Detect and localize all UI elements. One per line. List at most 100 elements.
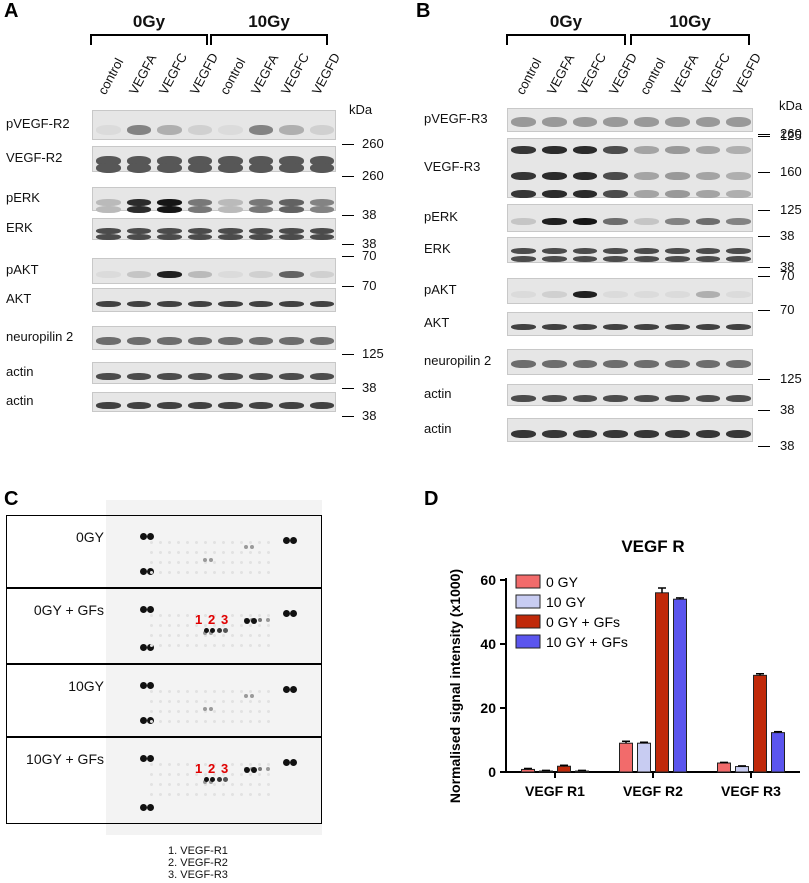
array-spot	[222, 571, 225, 574]
protein-band	[541, 360, 567, 368]
array-spot	[240, 551, 243, 554]
protein-band	[664, 146, 690, 154]
array-spot	[249, 541, 252, 544]
marker-tick	[342, 416, 354, 417]
marker-tick	[758, 310, 770, 311]
protein-band	[664, 218, 690, 225]
y-tick-label: 0	[488, 764, 496, 780]
protein-band	[187, 156, 212, 166]
marker-tick	[342, 256, 354, 257]
marker-tick	[342, 176, 354, 177]
array-spot	[186, 624, 189, 627]
array-spot	[213, 561, 216, 564]
array-spot	[195, 551, 198, 554]
marker-tick	[342, 388, 354, 389]
array-spot-signal	[244, 767, 250, 773]
protein-band	[511, 256, 536, 262]
array-spot	[240, 634, 243, 637]
protein-band	[157, 156, 182, 166]
array-spot	[240, 773, 243, 776]
array-spot	[258, 634, 261, 637]
protein-band	[511, 218, 536, 225]
protein-band	[309, 301, 334, 307]
blot-strip	[507, 384, 753, 406]
array-spot	[213, 541, 216, 544]
array-spot	[222, 644, 225, 647]
protein-band	[248, 163, 273, 173]
protein-band	[157, 402, 182, 409]
array-spot	[267, 700, 270, 703]
marker-tick	[758, 136, 770, 137]
protein-band	[603, 430, 628, 438]
protein-band	[726, 395, 751, 402]
array-spot	[186, 763, 189, 766]
legend-entry: 10 GY	[546, 594, 586, 610]
protein-band	[664, 395, 690, 402]
protein-band	[218, 206, 243, 213]
protein-band	[218, 373, 243, 380]
array-spot	[231, 710, 234, 713]
protein-band	[248, 301, 273, 307]
protein-band	[157, 206, 182, 213]
array-spot-signal	[266, 618, 270, 622]
protein-band	[695, 430, 721, 438]
array-spot	[195, 793, 198, 796]
array-spot	[204, 773, 207, 776]
array-spot	[204, 551, 207, 554]
array-spot	[231, 720, 234, 723]
protein-band	[96, 125, 121, 135]
protein-band	[279, 301, 304, 307]
array-spot	[159, 644, 162, 647]
protein-band	[603, 218, 628, 225]
array-spot	[195, 614, 198, 617]
array-spot	[177, 793, 180, 796]
protein-band	[157, 125, 182, 135]
protein-band	[157, 199, 182, 206]
protein-band	[726, 324, 751, 330]
array-spot	[195, 710, 198, 713]
array-spot	[249, 624, 252, 627]
receptor-spot-number: 1	[195, 612, 203, 627]
protein-band	[187, 125, 212, 135]
protein-band	[126, 163, 151, 173]
lane-label: VEGFD	[308, 50, 343, 97]
x-tick-label: VEGF R1	[525, 783, 585, 799]
marker-tick	[758, 410, 770, 411]
protein-band	[187, 234, 212, 240]
array-spot-signal	[204, 777, 209, 782]
protein-band	[726, 190, 751, 198]
marker-kda-value: 70	[362, 248, 377, 263]
protein-band	[603, 291, 628, 298]
protein-band	[695, 218, 721, 225]
protein-band	[541, 248, 567, 254]
protein-band	[218, 199, 243, 206]
array-spot	[168, 690, 171, 693]
legend-swatch	[515, 614, 541, 629]
array-spot	[150, 644, 153, 647]
array-spot	[249, 793, 252, 796]
array-spot	[231, 541, 234, 544]
protein-band	[187, 373, 212, 380]
array-spot	[258, 561, 261, 564]
protein-band	[695, 324, 721, 330]
protein-band	[218, 156, 243, 166]
protein-band	[664, 430, 690, 438]
array-spot	[195, 571, 198, 574]
protein-band	[664, 256, 690, 262]
marker-tick	[342, 244, 354, 245]
array-spot	[222, 614, 225, 617]
array-spot	[150, 710, 153, 713]
array-spot	[267, 793, 270, 796]
array-spot	[231, 571, 234, 574]
protein-band	[603, 190, 628, 198]
blot-row-label: neuropilin 2	[424, 353, 492, 368]
array-condition-label: 0GY + GFs	[33, 602, 104, 618]
panel-a-group-0gy: 0Gy	[132, 12, 166, 31]
array-spot	[213, 783, 216, 786]
protein-band	[248, 373, 273, 380]
protein-band	[187, 337, 212, 345]
reference-spot	[140, 682, 147, 689]
protein-band	[695, 146, 721, 154]
array-spot	[177, 783, 180, 786]
array-spot	[150, 614, 153, 617]
